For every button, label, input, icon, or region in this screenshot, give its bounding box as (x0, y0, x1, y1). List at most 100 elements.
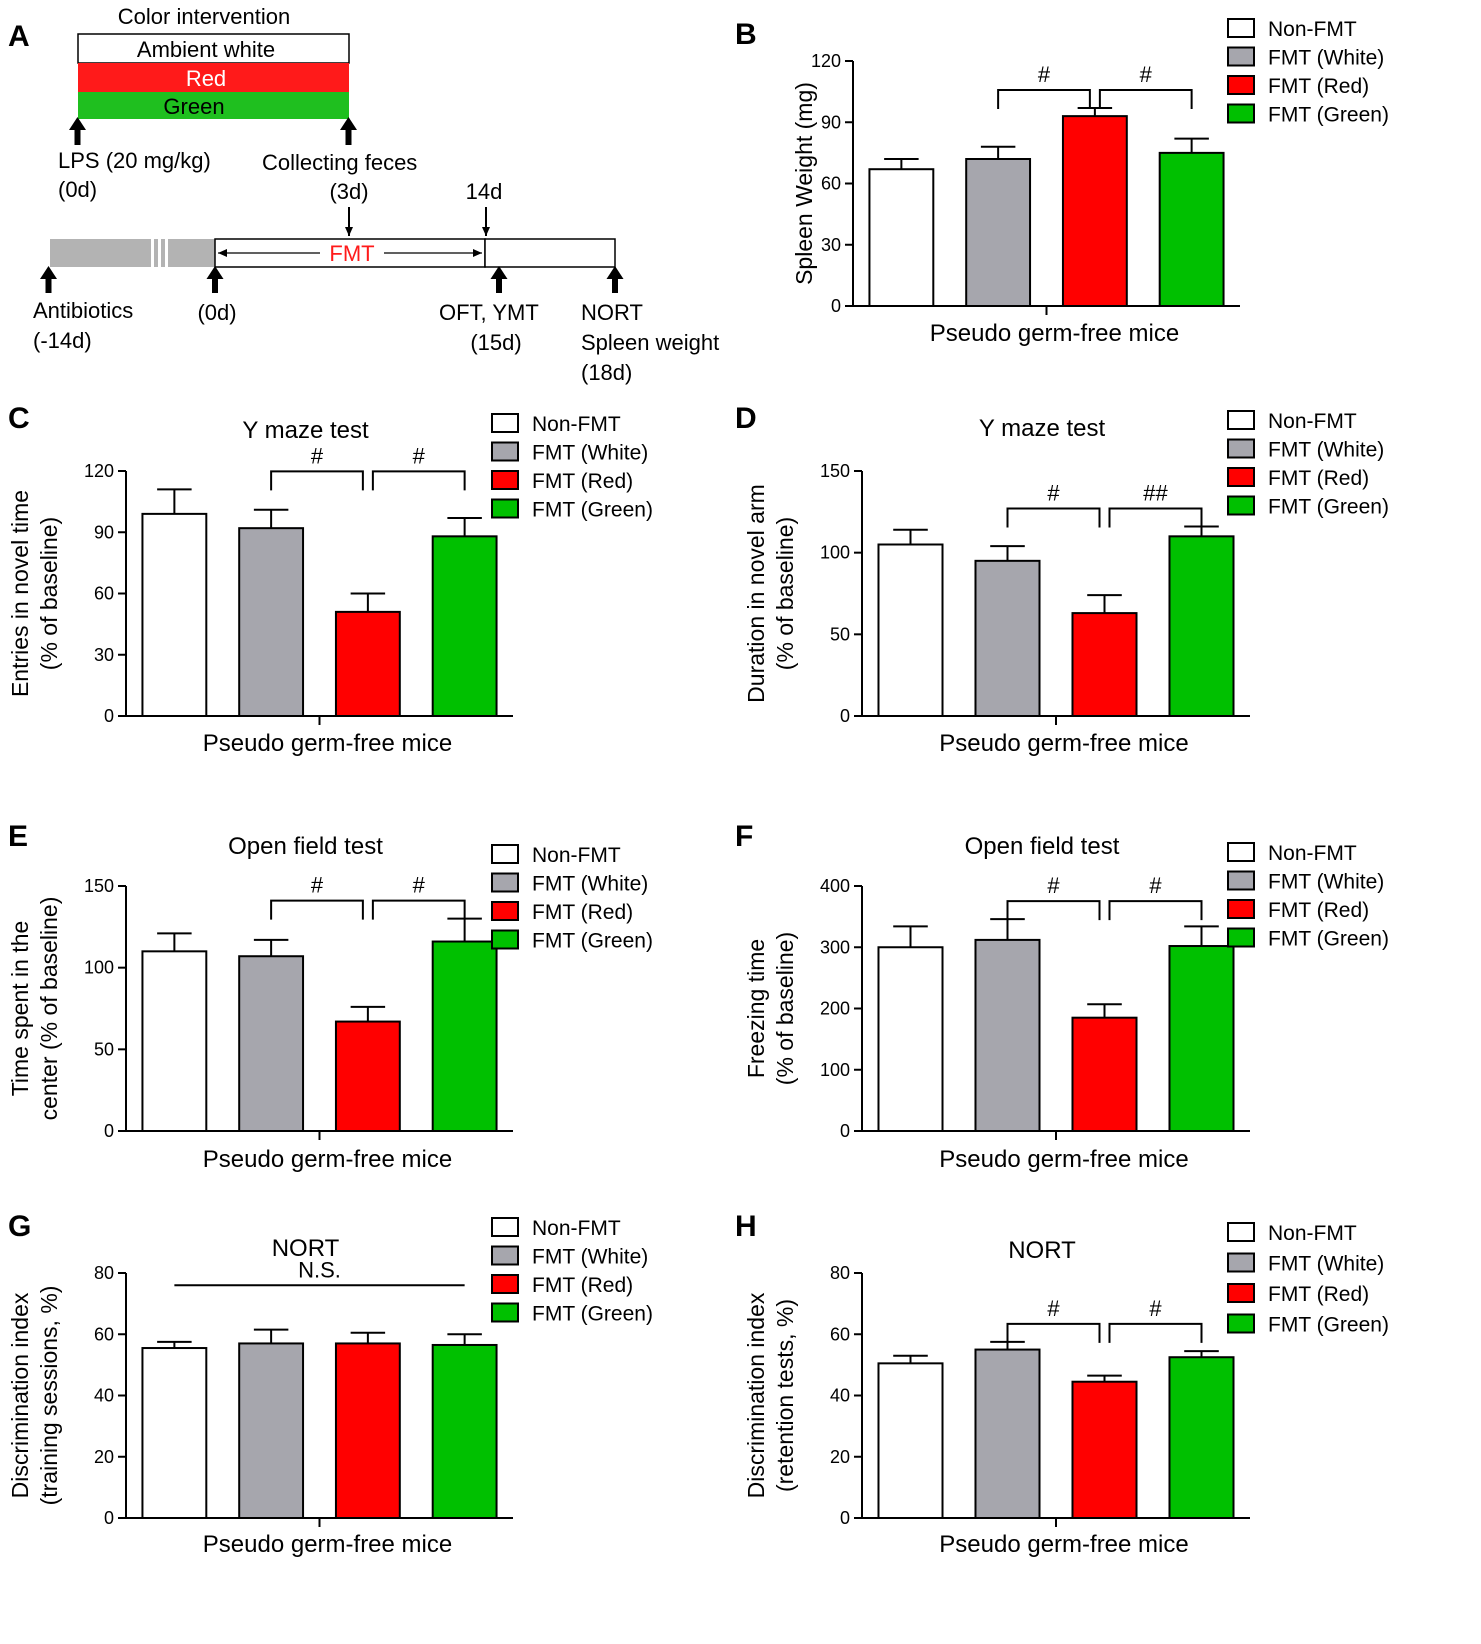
y-tick-label: 120 (811, 51, 841, 71)
y-tick-label: 60 (830, 1324, 850, 1344)
timeline-panel: A Color intervention Ambient white Red G… (8, 4, 719, 385)
nort-day: (18d) (581, 360, 632, 385)
lps-label: LPS (20 mg/kg) (58, 148, 211, 173)
fmt-start-arrow-icon (206, 266, 224, 293)
bar (1071, 1380, 1138, 1519)
ambient-white-bar (77, 33, 350, 64)
legend-label: FMT (Red) (532, 470, 633, 493)
nort-arrow-icon (606, 266, 624, 293)
nort-training-chart: G NORT 0 20 40 60 80 Discrimination index (train… (7, 1210, 653, 1558)
y-axis-label: (% of baseline) (36, 517, 62, 670)
y-axis-label: (% of baseline) (772, 932, 798, 1085)
oft-day: (15d) (470, 330, 521, 355)
nort-label: NORT (581, 300, 643, 325)
panel-letter: E (8, 820, 28, 853)
green-bar-label: Green (163, 94, 224, 119)
lps-arrow-icon (69, 117, 86, 145)
bar (1158, 151, 1225, 307)
legend-swatch (1227, 410, 1255, 430)
significance-label: ## (1143, 481, 1168, 506)
y-tick-label: 20 (94, 1447, 114, 1467)
legend-swatch (1227, 870, 1255, 891)
y-axis-label: center (% of baseline) (36, 897, 62, 1121)
significance-bracket (270, 470, 364, 491)
y-tick-label: 200 (820, 999, 850, 1019)
antibiotics-day: (-14d) (33, 328, 92, 353)
legend-label: FMT (Green) (532, 499, 653, 522)
y-tick-label: 0 (104, 1508, 114, 1528)
y-tick-label: 120 (84, 461, 114, 481)
bar (334, 1342, 401, 1519)
bar (974, 559, 1041, 717)
legend-swatch (1227, 899, 1255, 919)
y-tick-label: 0 (840, 706, 850, 726)
ambient-white-label: Ambient white (137, 37, 275, 62)
chart-title: NORT (1008, 1237, 1076, 1264)
y-axis-label: Discrimination index (7, 1292, 33, 1498)
spleen-weight-label: Spleen weight (581, 330, 719, 355)
significance-bracket (1006, 900, 1101, 921)
y-axis-label: (% of baseline) (772, 517, 798, 670)
legend-label: FMT (White) (532, 873, 648, 896)
y-tick-label: 0 (831, 296, 841, 316)
significance-bracket (1006, 1322, 1101, 1343)
significance-bracket (997, 88, 1091, 109)
legend-label: Non-FMT (1268, 1222, 1357, 1245)
collecting-feces-label: Collecting feces (262, 150, 417, 175)
panel-letter: B (735, 18, 757, 51)
chart-title: Open field test (228, 833, 383, 860)
post-fmt-box (484, 238, 616, 268)
y-axis-label: Entries in novel time (7, 490, 33, 697)
fmt-start-day: (0d) (197, 300, 236, 325)
significance-bracket (270, 899, 364, 920)
y-tick-label: 150 (820, 461, 850, 481)
color-intervention-title: Color intervention (118, 4, 290, 29)
y-tick-label: 90 (94, 522, 114, 542)
significance-label: # (1149, 1296, 1162, 1321)
significance-label: # (1047, 1296, 1060, 1321)
legend-swatch (1227, 103, 1255, 124)
legend-label: FMT (Red) (1268, 467, 1369, 490)
y-tick-label: 40 (94, 1386, 114, 1406)
bar (1168, 945, 1235, 1133)
legend-label: FMT (Green) (532, 1303, 653, 1326)
significance-bracket (1108, 1322, 1203, 1343)
antibiotics-arrow-icon (40, 266, 57, 293)
spleen-weight-chart: B 0 30 60 90 120 Spleen Weight (mg) Pseudo germ… (735, 18, 1389, 347)
antibiotics-label: Antibiotics (33, 298, 133, 323)
significance-bracket (371, 899, 466, 920)
panel-letter: G (8, 1210, 31, 1243)
y-tick-label: 100 (820, 543, 850, 563)
y-tick-label: 150 (84, 876, 114, 896)
y-maze-duration-chart: D Y maze test 0 50 100 150 Duration in novel a… (735, 402, 1389, 757)
significance-label: # (311, 873, 324, 898)
significance-bracket (1108, 507, 1203, 528)
chart-title: Y maze test (242, 417, 369, 444)
panel-letter: D (735, 402, 757, 435)
legend-label: Non-FMT (1268, 410, 1357, 433)
legend-swatch (1227, 18, 1255, 38)
bar (868, 168, 935, 307)
y-axis-label: Time spent in the (7, 921, 33, 1097)
legend-label: FMT (Red) (1268, 1283, 1369, 1306)
significance-label: # (413, 443, 426, 468)
significance-bracket (1006, 507, 1101, 528)
bar (141, 1347, 208, 1519)
y-tick-label: 30 (821, 235, 841, 255)
legend-label: FMT (Green) (1268, 1314, 1389, 1337)
significance-label: # (1047, 481, 1060, 506)
chart-title: Y maze test (979, 415, 1106, 442)
bar (238, 527, 305, 718)
y-tick-label: 60 (94, 1324, 114, 1344)
legend-swatch (491, 929, 519, 950)
legend-label: FMT (White) (1268, 871, 1384, 894)
legend-swatch (1227, 1283, 1255, 1303)
bar (431, 535, 498, 717)
oft-arrow-icon (490, 266, 508, 293)
legend-label: FMT (White) (532, 1246, 648, 1269)
chart-title: Open field test (965, 833, 1120, 860)
y-axis-label: Duration in novel arm (743, 484, 769, 703)
legend-label: FMT (Red) (532, 901, 633, 924)
legend-swatch (1227, 467, 1255, 487)
legend-label: Non-FMT (1268, 842, 1357, 865)
